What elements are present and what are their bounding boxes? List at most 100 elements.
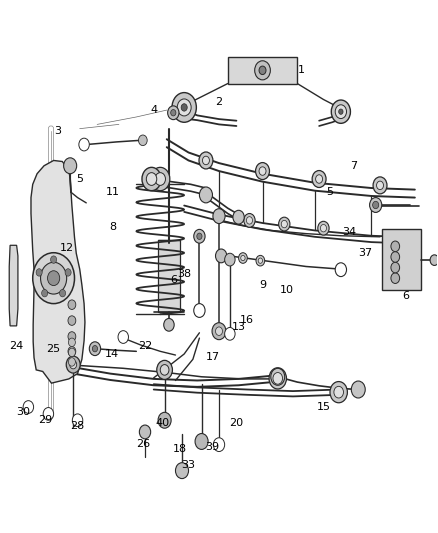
Circle shape [160,365,169,375]
Polygon shape [31,160,85,383]
Circle shape [213,438,225,451]
Circle shape [70,360,77,369]
Circle shape [391,262,399,273]
Circle shape [172,93,196,122]
Text: 24: 24 [10,341,24,351]
Circle shape [312,171,326,188]
Circle shape [158,413,171,428]
Circle shape [316,175,322,183]
Circle shape [68,316,76,325]
Circle shape [259,66,266,75]
Circle shape [68,338,75,346]
Circle shape [146,173,157,185]
Text: 39: 39 [205,442,219,452]
Text: 5: 5 [326,187,333,197]
Circle shape [176,463,188,479]
Circle shape [225,327,235,340]
Circle shape [247,217,253,224]
Circle shape [79,138,89,151]
Polygon shape [228,57,297,84]
Text: 11: 11 [106,187,120,197]
Text: 2: 2 [215,97,223,107]
Text: 12: 12 [60,243,74,253]
Circle shape [259,167,266,175]
Circle shape [68,348,75,357]
Circle shape [36,269,42,276]
Circle shape [351,381,365,398]
Circle shape [371,199,381,212]
Text: 10: 10 [279,285,293,295]
Circle shape [181,104,187,111]
Circle shape [258,258,262,263]
Polygon shape [9,245,18,326]
Text: 29: 29 [38,415,52,425]
Circle shape [271,368,285,385]
Text: 30: 30 [16,407,30,417]
Text: 28: 28 [71,421,85,431]
Circle shape [33,253,74,304]
Text: 20: 20 [230,418,244,428]
Circle shape [43,408,53,420]
Circle shape [430,255,438,265]
Circle shape [213,209,225,223]
Circle shape [335,263,346,277]
Polygon shape [158,240,180,312]
Circle shape [23,401,34,414]
Circle shape [269,368,286,389]
Text: 7: 7 [350,161,357,171]
Text: 34: 34 [343,227,357,237]
Circle shape [50,256,57,263]
Circle shape [391,273,399,284]
Circle shape [370,198,382,213]
Circle shape [202,156,209,165]
Circle shape [89,342,101,356]
Text: 37: 37 [358,248,372,259]
Circle shape [68,332,76,341]
Text: 5: 5 [76,174,83,184]
Circle shape [42,289,48,297]
Circle shape [92,345,98,352]
Circle shape [391,252,399,262]
Text: 9: 9 [259,280,266,290]
Circle shape [321,224,326,232]
Circle shape [139,425,151,439]
Circle shape [256,255,265,266]
Circle shape [391,241,399,252]
Text: 40: 40 [155,418,170,428]
Text: 6: 6 [170,274,177,285]
Circle shape [254,61,270,80]
Circle shape [68,358,75,366]
Polygon shape [382,229,421,290]
Circle shape [171,110,176,116]
Text: 14: 14 [105,349,120,359]
Text: 17: 17 [205,352,219,361]
Text: 13: 13 [232,322,246,333]
Text: 26: 26 [136,439,150,449]
Circle shape [60,289,66,297]
Circle shape [138,135,147,146]
Text: 8: 8 [109,222,116,232]
Circle shape [197,233,202,239]
Circle shape [215,327,223,335]
Text: 1: 1 [298,66,305,75]
Circle shape [199,187,212,203]
Text: 6: 6 [403,290,410,301]
Circle shape [177,99,191,116]
Circle shape [318,221,329,235]
Circle shape [215,249,227,263]
Text: 4: 4 [150,105,157,115]
Circle shape [194,229,205,243]
Circle shape [72,414,83,426]
Circle shape [225,253,235,266]
Circle shape [335,105,346,118]
Circle shape [195,433,208,449]
Circle shape [239,253,247,263]
Circle shape [377,181,384,190]
Circle shape [373,201,379,209]
Circle shape [279,217,290,231]
Circle shape [164,318,174,331]
Circle shape [47,271,60,286]
Circle shape [330,382,347,403]
Circle shape [255,163,269,180]
Circle shape [373,177,387,194]
